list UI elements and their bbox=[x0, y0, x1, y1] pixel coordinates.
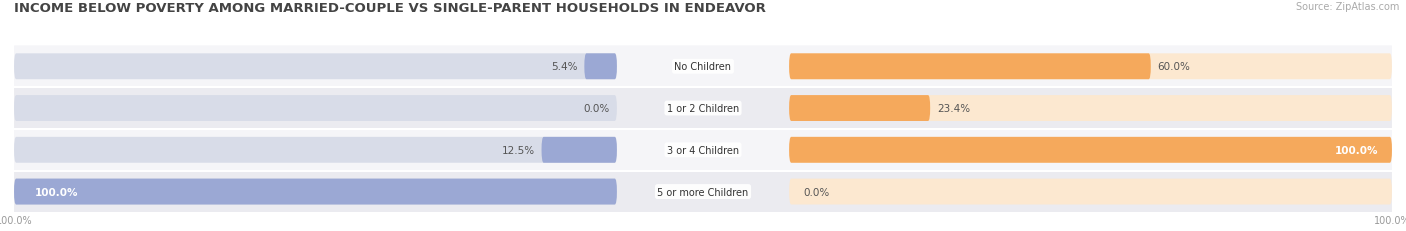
FancyBboxPatch shape bbox=[789, 137, 1392, 163]
FancyBboxPatch shape bbox=[789, 96, 931, 122]
FancyBboxPatch shape bbox=[14, 179, 617, 205]
FancyBboxPatch shape bbox=[14, 137, 617, 163]
Text: 100.0%: 100.0% bbox=[1334, 145, 1378, 155]
Text: 12.5%: 12.5% bbox=[502, 145, 534, 155]
FancyBboxPatch shape bbox=[585, 54, 617, 80]
FancyBboxPatch shape bbox=[789, 137, 1392, 163]
FancyBboxPatch shape bbox=[14, 129, 1392, 171]
Text: 5.4%: 5.4% bbox=[551, 62, 578, 72]
FancyBboxPatch shape bbox=[789, 54, 1392, 80]
FancyBboxPatch shape bbox=[789, 54, 1152, 80]
Text: INCOME BELOW POVERTY AMONG MARRIED-COUPLE VS SINGLE-PARENT HOUSEHOLDS IN ENDEAVO: INCOME BELOW POVERTY AMONG MARRIED-COUPL… bbox=[14, 2, 766, 15]
FancyBboxPatch shape bbox=[14, 54, 617, 80]
FancyBboxPatch shape bbox=[541, 137, 617, 163]
Text: 100.0%: 100.0% bbox=[35, 187, 79, 197]
Text: 0.0%: 0.0% bbox=[803, 187, 830, 197]
FancyBboxPatch shape bbox=[14, 171, 1392, 213]
FancyBboxPatch shape bbox=[789, 96, 1392, 122]
Text: 1 or 2 Children: 1 or 2 Children bbox=[666, 103, 740, 114]
Text: 5 or more Children: 5 or more Children bbox=[658, 187, 748, 197]
Text: 3 or 4 Children: 3 or 4 Children bbox=[666, 145, 740, 155]
Text: 23.4%: 23.4% bbox=[936, 103, 970, 114]
FancyBboxPatch shape bbox=[14, 88, 1392, 129]
Text: Source: ZipAtlas.com: Source: ZipAtlas.com bbox=[1295, 2, 1399, 12]
FancyBboxPatch shape bbox=[14, 46, 1392, 88]
Text: 0.0%: 0.0% bbox=[583, 103, 610, 114]
Text: No Children: No Children bbox=[675, 62, 731, 72]
Text: 60.0%: 60.0% bbox=[1157, 62, 1191, 72]
FancyBboxPatch shape bbox=[14, 96, 617, 122]
FancyBboxPatch shape bbox=[14, 179, 617, 205]
FancyBboxPatch shape bbox=[789, 179, 1392, 205]
